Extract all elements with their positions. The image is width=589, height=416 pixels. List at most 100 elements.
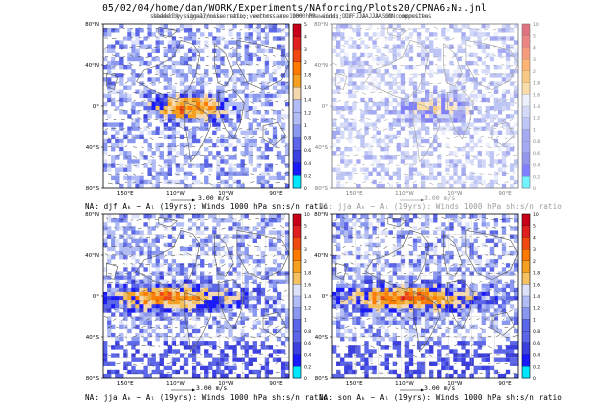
shading-cell (272, 175, 278, 181)
wind-vector (370, 91, 376, 93)
shading-cell (167, 28, 173, 33)
shading-cell (187, 110, 193, 115)
shading-cell (429, 48, 434, 53)
shading-cell (420, 56, 426, 62)
shading-cell (163, 114, 168, 119)
shading-cell (465, 308, 470, 313)
shading-cell (408, 44, 414, 49)
shading-cell (228, 155, 233, 160)
shading-cell (485, 114, 490, 119)
wind-vector (200, 136, 203, 138)
wind-vector (183, 144, 188, 148)
shading-cell (376, 32, 381, 37)
shading-cell (179, 114, 185, 119)
shading-cell (408, 304, 414, 309)
shading-cell (425, 175, 430, 181)
shading-cell (469, 296, 474, 301)
shading-cell (465, 101, 470, 107)
wind-vector (208, 182, 213, 186)
shading-cell (175, 118, 181, 123)
shading-cell (151, 163, 156, 168)
shading-cell (179, 163, 185, 168)
shading-cell (485, 271, 490, 276)
coastline-0 (136, 40, 201, 100)
shading-cell (127, 28, 132, 33)
shading-cell (364, 175, 369, 181)
shading-cell (268, 138, 274, 144)
shading-cell (155, 93, 160, 99)
shading-cell (481, 287, 486, 293)
shading-cell (469, 183, 474, 189)
shading-cell (107, 65, 112, 70)
shading-cell (119, 147, 124, 152)
shading-cell (232, 110, 237, 115)
shading-cell (212, 155, 217, 160)
wind-vector (124, 173, 129, 176)
wind-vectors (332, 26, 518, 186)
shading-cell (147, 130, 152, 135)
shading-cell (167, 110, 173, 115)
shading-cell (163, 69, 168, 74)
shading-cell (481, 337, 486, 342)
shading-cell (388, 138, 393, 144)
shading-cell (179, 101, 185, 107)
shading-cell (167, 114, 173, 119)
wind-vector (454, 91, 457, 93)
wind-vector (400, 55, 405, 59)
shading-cell (220, 142, 225, 148)
shading-cell (220, 24, 225, 29)
shading-cell (280, 60, 286, 66)
wind-vector (162, 109, 167, 111)
shading-cell (453, 24, 458, 29)
shading-cell (396, 275, 402, 280)
shading-cell (501, 300, 507, 305)
wind-vector (179, 108, 184, 111)
shading-cell (260, 179, 266, 185)
shading-cell (256, 122, 261, 127)
shading-cell (344, 238, 349, 243)
shading-cell (392, 320, 397, 325)
shading-cell (276, 93, 282, 99)
shading-cell (356, 147, 361, 152)
shading-cell (396, 312, 402, 317)
shading-cell (167, 65, 173, 70)
shading-cell (412, 93, 418, 99)
wind-vector (250, 90, 255, 93)
shading-cell (376, 159, 381, 164)
shading-cell (501, 308, 507, 313)
shading-cell (135, 73, 140, 78)
wind-vector (222, 28, 226, 30)
shading-cell (356, 246, 361, 252)
shading-cell (348, 106, 353, 111)
shading-cell (264, 142, 270, 148)
shading-cell (167, 179, 173, 185)
shading-cell (187, 171, 193, 176)
wind-vector (241, 90, 246, 93)
wind-vector (377, 27, 380, 30)
shading-cell (437, 118, 442, 123)
shading-cell (429, 118, 434, 123)
wind-vector (353, 90, 359, 93)
wind-vector (470, 82, 474, 84)
shading-cell (212, 106, 217, 111)
shading-cell (248, 138, 253, 144)
shading-cell (509, 69, 515, 74)
shading-cell (481, 300, 486, 305)
shading-cell (252, 73, 257, 78)
shading-cell (396, 52, 402, 58)
shading-cell (404, 179, 410, 185)
shading-cell (340, 296, 345, 301)
shading-cell (252, 110, 257, 115)
shading-cell (344, 52, 349, 58)
wind-vector (443, 46, 447, 49)
shading-cell (187, 163, 193, 168)
shading-cell (477, 81, 482, 86)
shading-cell (171, 40, 177, 45)
y-tick-label: 40°N (85, 63, 99, 69)
wind-vector (392, 53, 396, 57)
shading-cell (183, 93, 189, 99)
shading-cell (477, 126, 482, 131)
wind-vector (502, 45, 505, 48)
shading-cell (228, 163, 233, 168)
